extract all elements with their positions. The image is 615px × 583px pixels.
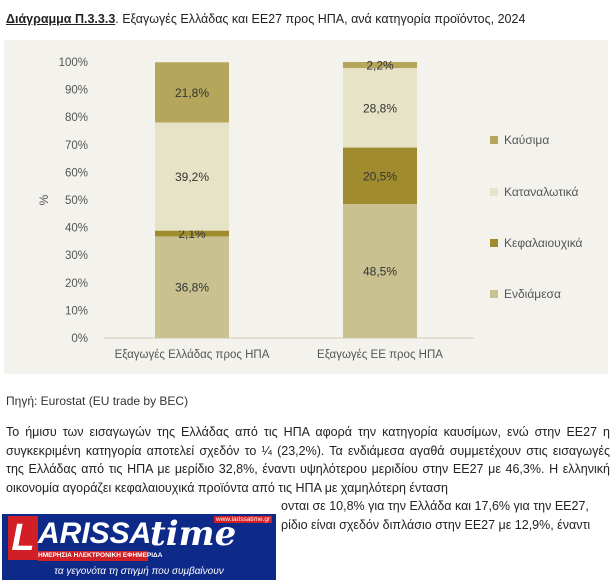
bar-segment xyxy=(155,230,229,237)
data-label: 36,8% xyxy=(175,281,209,295)
bar-segment xyxy=(155,236,229,338)
logo-subtitle: ΗΜΕΡΗΣΙΑ ΗΛΕΚΤΡΟΝΙΚΗ ΕΦΗΜΕΡΙΔΑ xyxy=(38,551,163,561)
y-tick-label: 40% xyxy=(65,223,88,235)
legend-swatch xyxy=(490,136,498,144)
y-tick-label: 0% xyxy=(71,333,88,345)
chart-panel: 0% 10% 20% 30% 40% 50% 60% 70% 80% 90% 100%% 36,8% 2… xyxy=(4,40,608,374)
y-axis-label: % xyxy=(37,194,51,205)
data-label: 2,2% xyxy=(366,59,394,73)
data-label: 21,8% xyxy=(175,86,209,100)
y-tick-label: 100% xyxy=(59,57,88,69)
y-tick-label: 90% xyxy=(65,85,88,97)
larissatime-logo: L ARISSA time www.larissatime.gr ΗΜΕΡΗΣΙ… xyxy=(2,514,276,580)
legend-label: Καταναλωτικά xyxy=(504,185,579,199)
bar-segment xyxy=(343,68,417,148)
body-paragraph: Το ήμισυ των εισαγωγών της Ελλάδας από τ… xyxy=(6,423,610,534)
data-label: 48,5% xyxy=(363,265,397,279)
figure-label: Διάγραμμα Π.3.3.3 xyxy=(6,12,116,26)
figure-title: Διάγραμμα Π.3.3.3. Εξαγωγές Ελλάδας και … xyxy=(6,12,610,26)
stacked-bar-chart: 0% 10% 20% 30% 40% 50% 60% 70% 80% 90% 100%% 36,8% 2… xyxy=(37,57,583,361)
data-label: 28,8% xyxy=(363,101,397,115)
figure-title-text: . Εξαγωγές Ελλάδας και ΕΕ27 προς ΗΠΑ, αν… xyxy=(115,12,526,26)
legend-swatch xyxy=(490,188,498,196)
logo-tagline: τα γεγονότα τη στιγμή που συμβαίνουν xyxy=(54,566,224,577)
legend-label: Ενδιάμεσα xyxy=(504,287,561,301)
logo-url: www.larissatime.gr xyxy=(214,516,273,523)
logo-name: ARISSA xyxy=(38,517,152,550)
y-tick-label: 60% xyxy=(65,167,88,179)
x-category-label: Εξαγωγές Ελλάδας προς ΗΠΑ xyxy=(115,349,270,361)
paragraph-fragment-2: ρίδιο είναι σχεδόν διπλάσιο στην ΕΕ27 με… xyxy=(281,517,591,532)
bar-segment xyxy=(155,122,229,231)
y-tick-label: 80% xyxy=(65,112,88,124)
y-tick-label: 10% xyxy=(65,305,88,317)
source-note: Πηγή: Eurostat (EU trade by BEC) xyxy=(6,394,189,408)
bar-segment xyxy=(155,62,229,123)
legend-label: Καύσιμα xyxy=(504,133,549,147)
paragraph-fragment-1: ονται σε 10,8% για την Ελλάδα και 17,6% … xyxy=(281,499,589,513)
legend-label: Κεφαλαιουχικά xyxy=(504,236,583,250)
data-label: 39,2% xyxy=(175,170,209,184)
y-tick-label: 20% xyxy=(65,278,88,290)
y-tick-label: 50% xyxy=(65,195,88,207)
paragraph-text: Το ήμισυ των εισαγωγών της Ελλάδας από τ… xyxy=(6,425,610,495)
y-tick-label: 30% xyxy=(65,250,88,262)
y-tick-label: 70% xyxy=(65,140,88,152)
bar-segment xyxy=(343,62,417,69)
x-category-label: Εξαγωγές ΕΕ προς ΗΠΑ xyxy=(317,349,443,361)
bar-segment xyxy=(343,204,417,338)
bar-segment xyxy=(343,147,417,205)
legend-swatch xyxy=(490,239,498,247)
logo-first-letter: L xyxy=(8,516,38,560)
legend-swatch xyxy=(490,290,498,298)
data-label: 20,5% xyxy=(363,169,397,183)
